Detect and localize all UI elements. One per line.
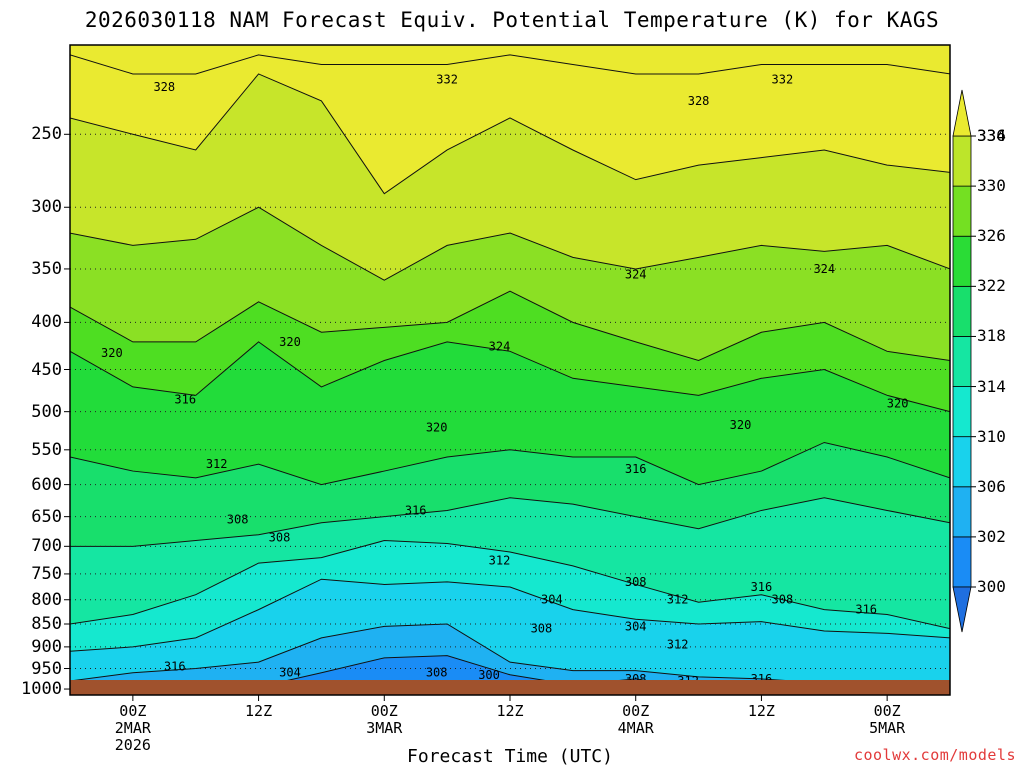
colorbar-segment — [952, 235, 972, 287]
contour-label: 312 — [489, 553, 511, 567]
colorbar-segment — [952, 536, 972, 588]
y-tick-label: 850 — [31, 614, 62, 634]
colorbar-segment — [952, 285, 972, 337]
colorbar-label: 300 — [977, 577, 1006, 596]
contour-label: 332 — [436, 72, 458, 86]
colorbar-label: 302 — [977, 526, 1006, 546]
y-tick-label: 1000 — [21, 679, 62, 700]
contour-label: 324 — [625, 268, 647, 282]
contour-label: 300 — [478, 668, 500, 682]
y-tick-label: 500 — [31, 401, 62, 422]
credit-link[interactable]: coolwx.com/models — [853, 746, 1016, 764]
band-below-308 — [70, 624, 950, 695]
y-tick-label: 450 — [31, 359, 62, 380]
contour-312 — [70, 578, 950, 652]
x-tick-label: 12Z — [496, 702, 524, 720]
y-tick-label: 950 — [31, 658, 62, 679]
y-tick-label: 650 — [31, 506, 62, 527]
contour-label: 312 — [667, 638, 689, 652]
contour-328 — [70, 341, 950, 413]
contour-316 — [70, 540, 950, 630]
colorbar-segment — [952, 185, 972, 237]
contour-label: 328 — [153, 80, 175, 94]
y-tick-label: 900 — [31, 636, 62, 657]
colorbar-min-arrow — [952, 586, 972, 633]
colorbar-label: 318 — [977, 326, 1006, 346]
contour-label: 312 — [206, 457, 228, 471]
x-tick-label: 12Z — [747, 702, 775, 720]
contour-label: 324 — [813, 262, 835, 276]
colorbar — [952, 89, 976, 633]
colorbar-segment — [952, 486, 972, 538]
contour-340 — [70, 73, 950, 195]
y-tick-label: 750 — [31, 563, 62, 584]
colorbar-label: 330 — [977, 176, 1006, 196]
contour-label: 316 — [625, 462, 647, 476]
y-tick-label: 400 — [31, 312, 62, 333]
contour-label: 320 — [426, 420, 448, 434]
contour-320 — [70, 497, 950, 547]
contour-344 — [70, 54, 950, 75]
colorbar-segment — [952, 386, 972, 438]
contour-label: 304 — [625, 619, 647, 633]
contour-label: 320 — [101, 346, 123, 360]
y-tick-label: 550 — [31, 439, 62, 460]
y-tick-label: 300 — [31, 197, 62, 218]
contour-label: 320 — [730, 418, 752, 432]
contour-label: 324 — [489, 340, 511, 354]
x-tick-label: 00Z 4MAR — [617, 702, 654, 737]
contour-label: 316 — [855, 603, 877, 617]
x-tick-label: 00Z 2MAR 2026 — [114, 702, 151, 754]
contour-label: 320 — [887, 397, 909, 411]
colorbar-max-arrow — [952, 89, 972, 137]
theta-e-fill-bands — [70, 45, 950, 695]
contour-label: 308 — [772, 593, 794, 607]
contour-label: 328 — [688, 94, 710, 108]
chart-title: 2026030118 NAM Forecast Equiv. Potential… — [84, 8, 940, 32]
ground-surface — [70, 680, 950, 695]
contour-label: 308 — [426, 666, 448, 680]
colorbar-label: 334 — [977, 126, 1006, 145]
colorbar-label: 314 — [977, 376, 1006, 396]
y-tick-label: 600 — [31, 474, 62, 495]
y-tick-label: 800 — [31, 589, 62, 610]
contour-332 — [70, 290, 950, 362]
colorbar-segment — [952, 135, 972, 187]
colorbar-label: 322 — [977, 276, 1006, 296]
colorbar-label: 336 — [977, 126, 1006, 145]
y-axis-ticks — [64, 133, 70, 690]
y-tick-label: 700 — [31, 536, 62, 557]
contour-label: 308 — [227, 513, 249, 527]
contour-label: 316 — [405, 503, 427, 517]
y-tick-label: 250 — [31, 124, 62, 145]
x-axis-ticks — [132, 695, 888, 701]
contour-label: 316 — [164, 659, 186, 673]
x-tick-label: 00Z 5MAR — [869, 702, 906, 737]
contour-label: 304 — [279, 666, 301, 680]
contour-label: 304 — [541, 593, 563, 607]
colorbar-label: 326 — [977, 226, 1006, 246]
y-tick-label: 350 — [31, 258, 62, 279]
x-axis-title: Forecast Time (UTC) — [407, 746, 613, 767]
x-tick-label: 00Z 3MAR — [366, 702, 403, 737]
x-tick-label: 12Z — [245, 702, 273, 720]
contour-label: 308 — [531, 622, 553, 636]
colorbar-label: 310 — [977, 426, 1006, 446]
contour-label: 308 — [269, 531, 291, 545]
contour-label: 320 — [279, 335, 301, 349]
contour-label: 316 — [174, 392, 196, 406]
colorbar-segment — [952, 436, 972, 488]
contour-336 — [70, 206, 950, 281]
contour-label: 308 — [625, 575, 647, 589]
contour-label: 316 — [751, 580, 773, 594]
contour-label: 312 — [667, 593, 689, 607]
colorbar-label: 306 — [977, 476, 1006, 496]
colorbar-segment — [952, 336, 972, 387]
contour-label: 332 — [772, 72, 794, 86]
